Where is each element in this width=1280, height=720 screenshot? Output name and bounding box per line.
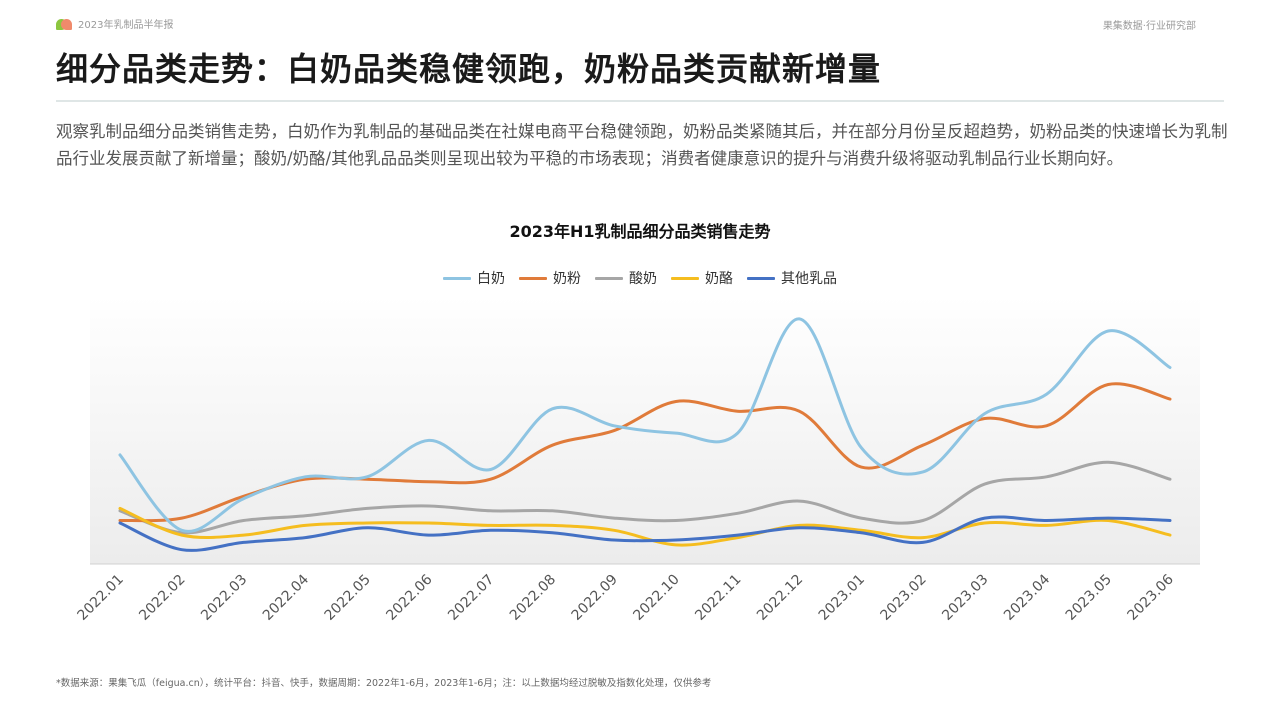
x-tick-label: 2022.12 — [754, 572, 806, 624]
legend-swatch — [595, 276, 623, 280]
legend-swatch — [747, 276, 775, 280]
chart-title: 2023年H1乳制品细分品类销售走势 — [509, 222, 771, 241]
legend-item-2: 酸奶 — [595, 268, 657, 288]
legend-item-4: 其他乳品 — [747, 268, 837, 288]
x-tick-label: 2023.02 — [878, 572, 930, 624]
report-label: 2023年乳制品半年报 — [78, 20, 174, 31]
page-title: 细分品类走势：白奶品类稳健领跑，奶粉品类贡献新增量 — [56, 50, 882, 88]
legend-item-1: 奶粉 — [519, 268, 581, 288]
x-tick-label: 2022.03 — [198, 572, 250, 624]
series-line-4 — [118, 515, 1172, 552]
legend-label: 奶酪 — [705, 271, 733, 287]
x-tick-label: 2022.07 — [445, 572, 497, 624]
series-line-0 — [118, 317, 1172, 533]
x-tick-label: 2023.05 — [1063, 572, 1115, 624]
legend-swatch — [519, 276, 547, 280]
series-line-2 — [118, 460, 1172, 535]
x-tick-label: 2023.06 — [1125, 571, 1177, 623]
series-line-1 — [118, 382, 1172, 523]
legend-item-0: 白奶 — [443, 268, 505, 288]
x-tick-label: 2022.09 — [569, 572, 621, 624]
footnote: *数据来源：果集飞瓜（feigua.cn），统计平台：抖音、快手，数据周期：20… — [56, 678, 712, 689]
title-divider — [56, 100, 1224, 102]
report-header: 2023年乳制品半年报 — [56, 16, 173, 31]
legend-item-3: 奶酪 — [671, 268, 733, 288]
x-tick-label: 2023.01 — [816, 572, 868, 624]
legend-swatch — [443, 276, 471, 280]
x-tick-label: 2022.04 — [260, 571, 312, 623]
x-tick-label: 2023.03 — [939, 572, 991, 624]
x-tick-label: 2022.10 — [630, 572, 682, 624]
x-tick-label: 2022.06 — [383, 571, 435, 623]
x-tick-label: 2022.11 — [692, 572, 744, 624]
legend-label: 酸奶 — [629, 271, 657, 287]
x-tick-label: 2022.01 — [75, 572, 127, 624]
intro-paragraph: 观察乳制品细分品类销售走势，白奶作为乳制品的基础品类在社媒电商平台稳健领跑，奶粉… — [56, 122, 1228, 168]
fruit-logo-icon — [56, 17, 72, 31]
org-label: 果集数据·行业研究部 — [1102, 21, 1196, 32]
x-tick-label: 2022.02 — [136, 572, 188, 624]
chart-legend: 白奶 奶粉 酸奶 奶酪 其他乳品 — [0, 268, 1280, 288]
x-tick-label: 2023.04 — [1001, 571, 1053, 623]
legend-label: 白奶 — [477, 271, 505, 287]
legend-label: 其他乳品 — [781, 271, 837, 287]
legend-label: 奶粉 — [553, 271, 581, 287]
x-tick-label: 2022.05 — [322, 572, 374, 624]
x-tick-label: 2022.08 — [507, 572, 559, 624]
legend-swatch — [671, 276, 699, 280]
series-line-3 — [118, 506, 1172, 547]
